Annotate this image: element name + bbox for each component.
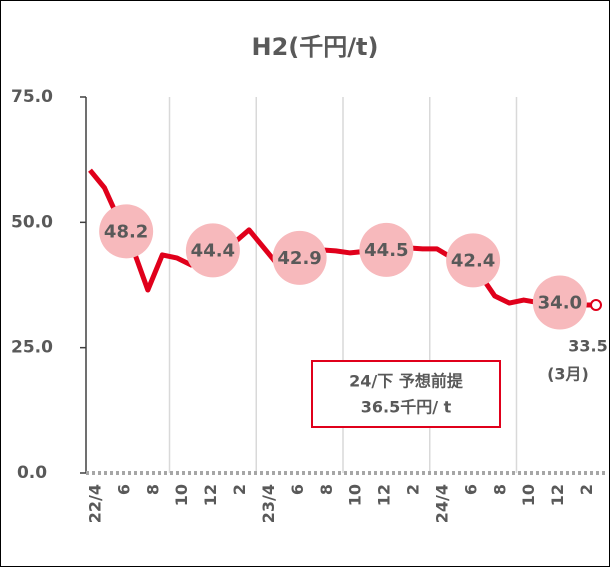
average-bubble bbox=[99, 204, 154, 259]
y-tick-label: 0.0 bbox=[17, 463, 47, 483]
x-tick-label: 2 bbox=[404, 484, 423, 495]
average-bubble bbox=[446, 233, 501, 288]
x-tick-label: 6 bbox=[114, 484, 133, 495]
chart-title: H2(千円/t) bbox=[252, 33, 379, 61]
end-value-label: 33.5 bbox=[568, 337, 607, 356]
average-bubble bbox=[185, 223, 240, 278]
x-tick-label: 8 bbox=[143, 484, 162, 495]
annotation-box bbox=[311, 360, 501, 428]
end-note: (3月) bbox=[547, 365, 589, 384]
x-tick-label: 10 bbox=[172, 484, 191, 506]
x-tick-label: 8 bbox=[317, 484, 336, 495]
annotation: 24/下 予想前提 bbox=[349, 372, 464, 391]
average-label: 42.9 bbox=[277, 248, 321, 269]
average-label: 44.4 bbox=[191, 240, 235, 261]
average-label: 42.4 bbox=[451, 250, 495, 271]
y-tick-label: 50.0 bbox=[11, 212, 53, 232]
y-tick-label: 75.0 bbox=[11, 87, 53, 107]
x-tick-label: 12 bbox=[201, 484, 220, 506]
series-line bbox=[88, 168, 596, 308]
x-tick-label: 12 bbox=[375, 484, 394, 506]
average-label: 44.5 bbox=[364, 240, 408, 261]
x-tick-label: 24/4 bbox=[432, 484, 451, 523]
x-tick-label: 23/4 bbox=[259, 484, 278, 523]
x-tick-label: 10 bbox=[519, 484, 538, 506]
average-bubble bbox=[272, 230, 327, 285]
annotation: 36.5千円/ t bbox=[361, 398, 452, 417]
x-tick-label: 10 bbox=[346, 484, 365, 506]
x-tick-label: 12 bbox=[548, 484, 567, 506]
x-tick-label: 6 bbox=[288, 484, 307, 495]
x-tick-label: 22/4 bbox=[86, 484, 105, 523]
x-tick-label: 2 bbox=[577, 484, 596, 495]
x-tick-label: 2 bbox=[230, 484, 249, 495]
average-label: 48.2 bbox=[104, 221, 148, 242]
average-bubble bbox=[359, 222, 414, 277]
average-bubble bbox=[532, 275, 587, 330]
x-tick-label: 8 bbox=[490, 484, 509, 495]
average-label: 34.0 bbox=[538, 293, 582, 314]
x-tick-label: 6 bbox=[461, 484, 480, 495]
end-marker bbox=[590, 299, 602, 312]
y-tick-label: 25.0 bbox=[11, 338, 53, 358]
